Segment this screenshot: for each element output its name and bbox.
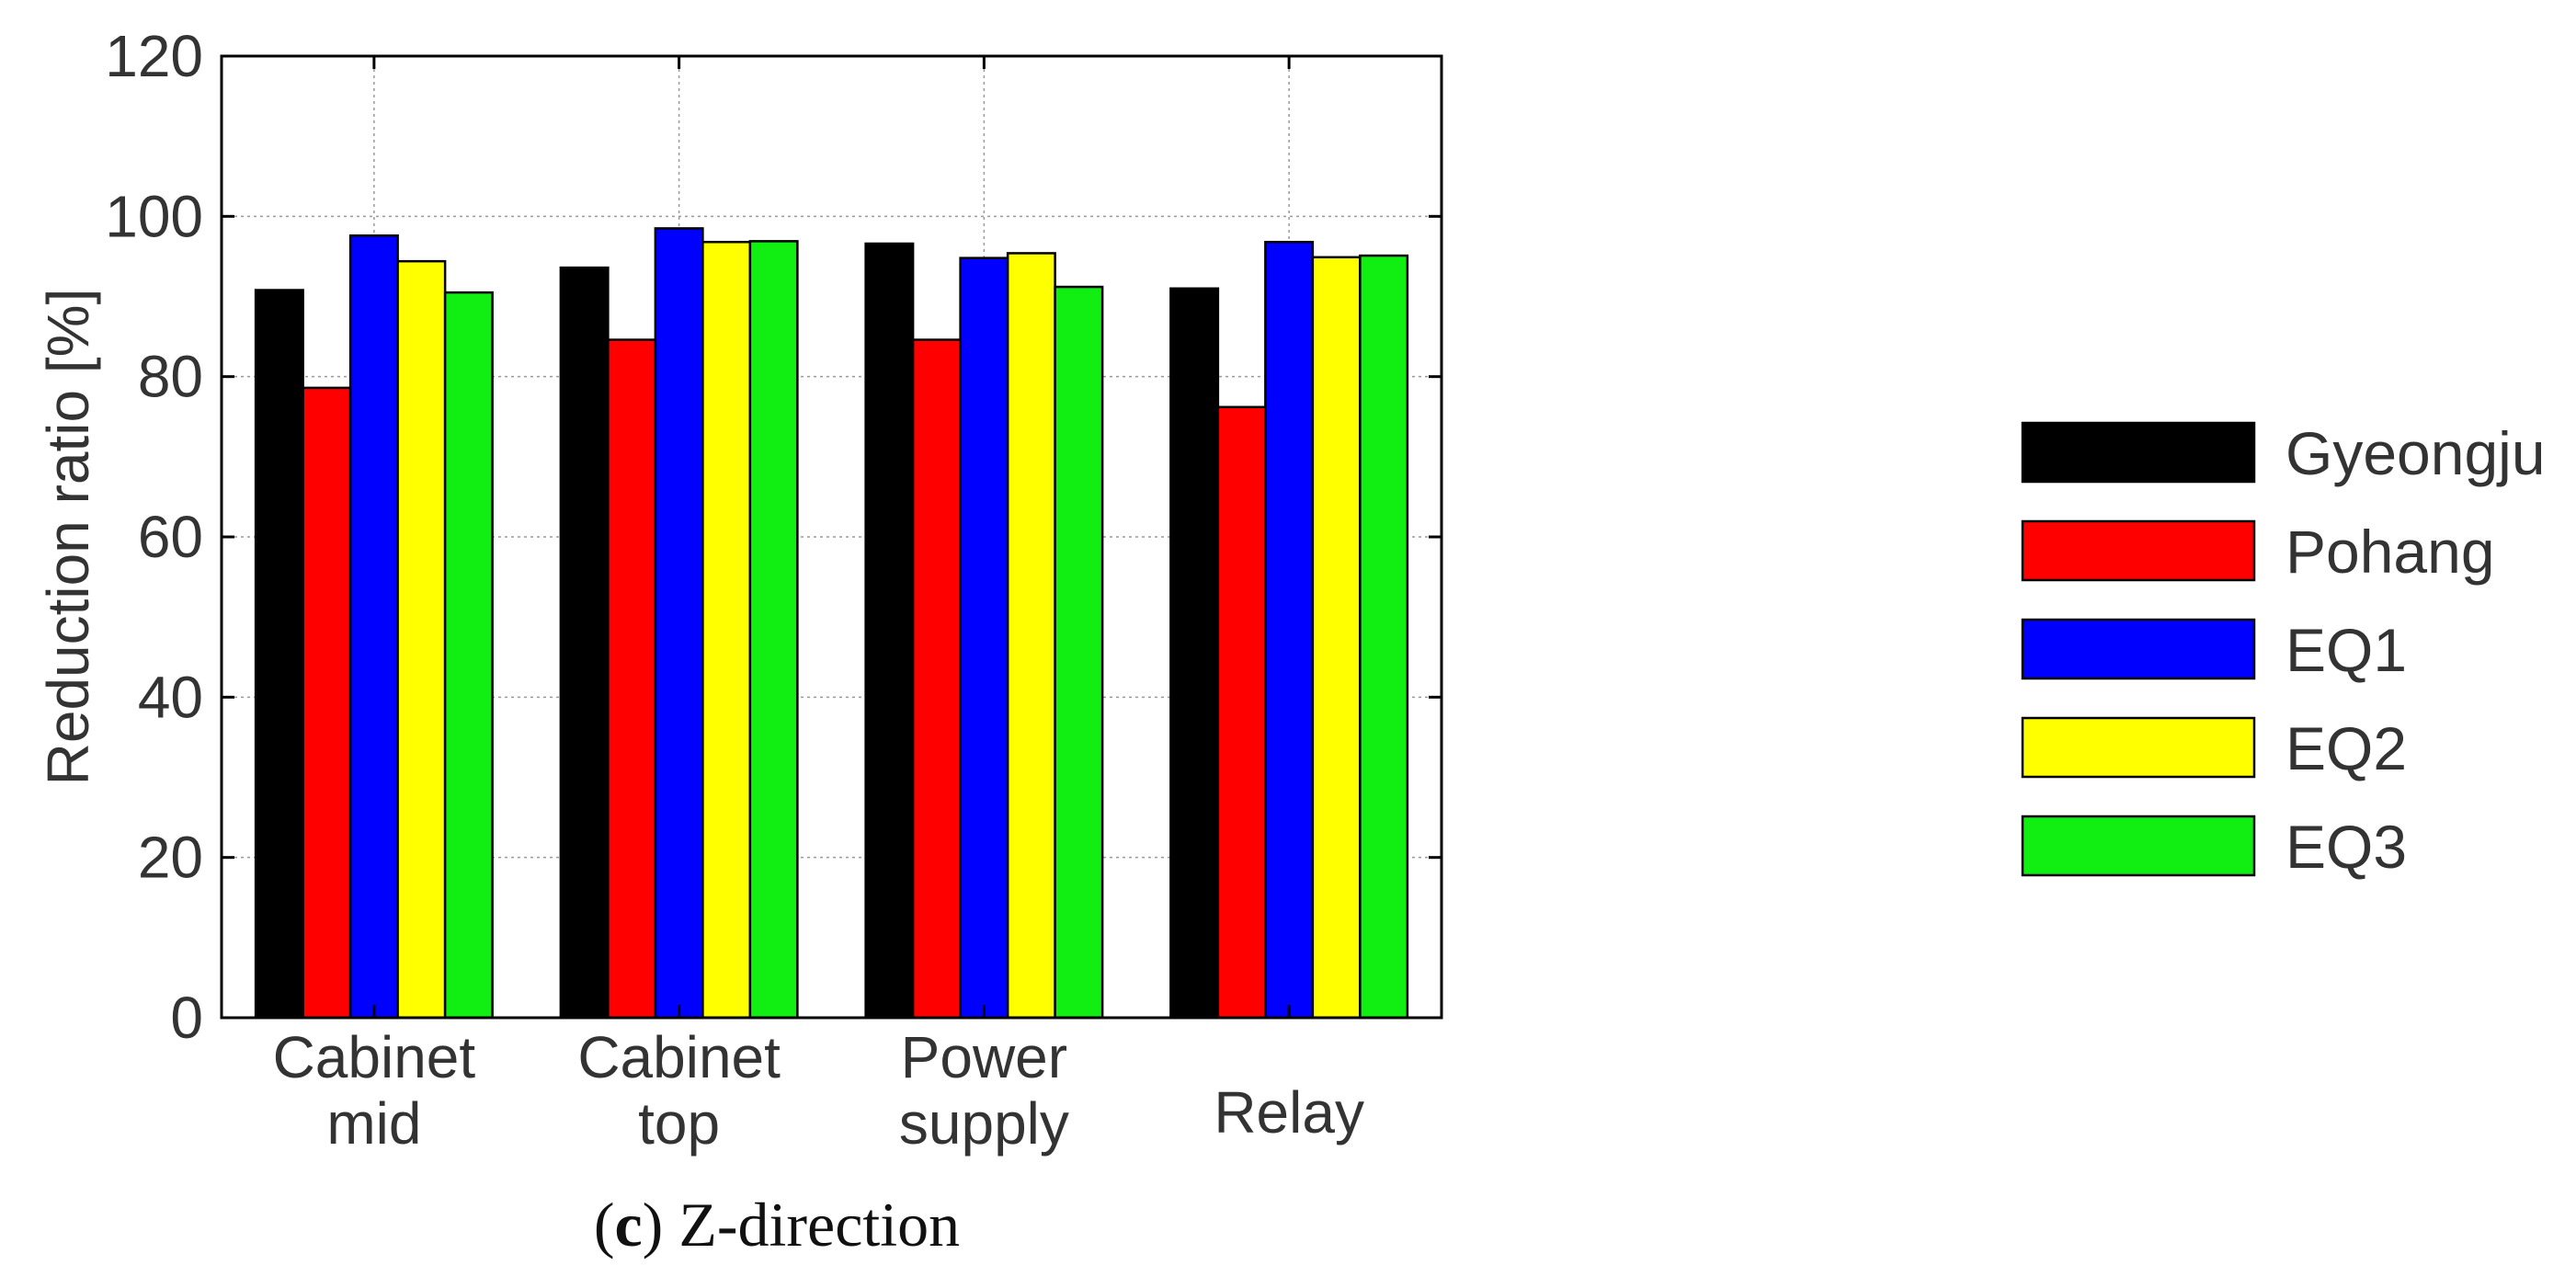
legend-swatch-eq3 — [2021, 815, 2256, 877]
x-tick-label-line: top — [638, 1090, 720, 1157]
y-tick-label: 20 — [138, 825, 203, 891]
bar-pohang — [1216, 405, 1267, 1020]
bar-eq3 — [1054, 285, 1104, 1020]
caption-text: Z-direction — [663, 1190, 960, 1260]
legend-label-gyeongju: Gyeongju — [2285, 419, 2546, 487]
legend-label-eq3: EQ3 — [2285, 813, 2407, 881]
y-axis-label: Reduction ratio [%] — [35, 289, 101, 786]
bar-gyeongju — [864, 242, 915, 1020]
y-tick-label: 80 — [138, 344, 203, 410]
legend-swatch-gyeongju — [2021, 421, 2256, 484]
y-tick-label: 120 — [105, 23, 203, 89]
x-tick-label-line: supply — [899, 1090, 1069, 1157]
bar-eq2 — [701, 240, 752, 1020]
bar-eq3 — [748, 240, 799, 1020]
bar-gyeongju — [559, 266, 610, 1020]
caption-close-paren: ) — [643, 1190, 664, 1260]
x-tick-label: Cabinet top — [577, 1024, 781, 1157]
bar-eq2 — [396, 259, 447, 1020]
bar-eq1 — [959, 256, 1009, 1020]
bar-eq1 — [348, 234, 399, 1020]
bar-pohang — [607, 338, 657, 1020]
x-tick-label-line: mid — [326, 1090, 421, 1157]
x-tick-label: Cabinet mid — [273, 1024, 476, 1157]
bars — [254, 227, 1409, 1020]
legend-swatch-eq1 — [2021, 618, 2256, 680]
x-tick-label-line: Cabinet — [577, 1024, 781, 1090]
bar-eq2 — [1311, 256, 1362, 1020]
x-tick-label: Relay — [1214, 1079, 1364, 1146]
bar-eq3 — [443, 291, 494, 1020]
bar-eq1 — [654, 227, 704, 1020]
x-tick-label-line: Cabinet — [273, 1024, 476, 1090]
bar-gyeongju — [254, 289, 304, 1020]
bar-gyeongju — [1169, 287, 1220, 1020]
legend-label-eq1: EQ1 — [2285, 616, 2407, 684]
bar-eq2 — [1006, 252, 1056, 1020]
legend-swatch-eq2 — [2021, 716, 2256, 779]
bar-eq1 — [1264, 240, 1315, 1020]
bar-pohang — [302, 386, 352, 1020]
caption-letter: c — [614, 1190, 642, 1260]
legend-label-eq2: EQ2 — [2285, 714, 2407, 782]
figure-caption: (c) Z-direction — [594, 1190, 960, 1260]
bar-pohang — [911, 338, 962, 1020]
legend-swatch-pohang — [2021, 519, 2256, 582]
x-tick-label: Power supply — [899, 1024, 1069, 1157]
y-tick-label: 0 — [170, 985, 203, 1051]
x-tick-label-line: Power — [901, 1024, 1067, 1090]
legend: Gyeongju Pohang EQ1 EQ2 EQ3 — [2021, 419, 2546, 881]
legend-label-pohang: Pohang — [2285, 518, 2495, 586]
y-tick-label: 60 — [138, 504, 203, 570]
y-tick-label: 40 — [138, 664, 203, 730]
y-tick-label: 100 — [105, 183, 203, 249]
bar-eq3 — [1359, 254, 1409, 1020]
caption-open-paren: ( — [594, 1190, 615, 1260]
